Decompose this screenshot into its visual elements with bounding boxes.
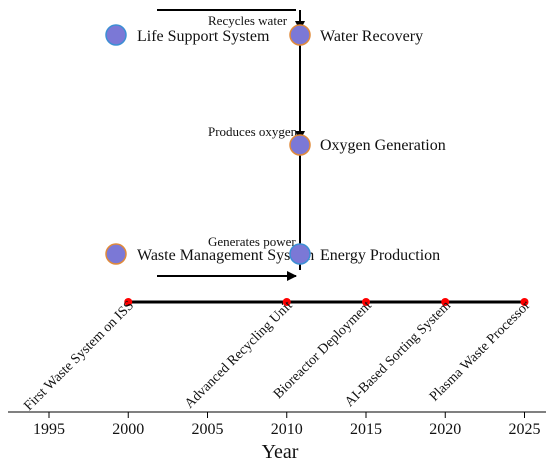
node-label-life-support: Life Support System — [137, 28, 270, 45]
edge-label-generates-power: Generates power — [208, 234, 296, 249]
edge-label-produces-oxygen: Produces oxygen — [208, 124, 298, 139]
edge-labels: Recycles water Produces oxygen Generates… — [208, 13, 298, 249]
timeline-event-label: First Waste System on ISS — [21, 298, 137, 414]
nodes: Life Support System Water Recovery Oxyge… — [105, 24, 446, 265]
timeline-marker — [124, 298, 133, 306]
timeline-marker — [362, 298, 370, 306]
x-tick-label: 2020 — [429, 421, 461, 438]
node-life-support — [105, 24, 127, 46]
x-tick-label: 2005 — [192, 421, 224, 438]
edges — [157, 9, 305, 281]
x-tick-label: 2010 — [271, 421, 303, 438]
timeline-marker — [441, 298, 450, 306]
timeline: First Waste System on ISS Advanced Recycl… — [21, 298, 533, 414]
node-energy-production — [289, 243, 311, 265]
x-axis: 1995 2000 2005 2010 2015 2020 2025 — [8, 411, 546, 438]
x-tick-label: 1995 — [33, 421, 65, 438]
edge-label-recycles-water: Recycles water — [208, 13, 288, 28]
node-water-recovery — [289, 24, 311, 46]
x-tick-label: 2015 — [350, 421, 382, 438]
x-tick-label: 2000 — [112, 421, 144, 438]
x-axis-label: Year — [262, 441, 299, 463]
x-tick-label: 2025 — [509, 421, 541, 438]
node-oxygen-generation — [289, 134, 311, 156]
node-waste-management — [105, 243, 127, 265]
node-label-energy-production: Energy Production — [320, 247, 440, 264]
timeline-marker — [520, 298, 529, 306]
timeline-marker — [282, 298, 291, 306]
node-label-waste-management: Waste Management System — [137, 247, 315, 264]
node-label-oxygen-generation: Oxygen Generation — [320, 137, 446, 154]
node-label-water-recovery: Water Recovery — [320, 28, 423, 45]
